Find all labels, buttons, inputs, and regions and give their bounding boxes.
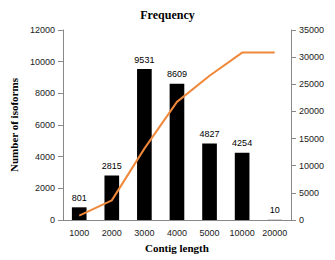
svg-text:10000: 10000 — [30, 57, 55, 67]
svg-text:8000: 8000 — [35, 88, 55, 98]
svg-text:4827: 4827 — [200, 129, 220, 139]
svg-text:6000: 6000 — [35, 120, 55, 130]
svg-text:5000: 5000 — [299, 188, 319, 198]
svg-text:4000: 4000 — [167, 228, 187, 238]
svg-text:35000: 35000 — [299, 25, 324, 35]
svg-text:5000: 5000 — [200, 228, 220, 238]
svg-text:2815: 2815 — [102, 161, 122, 171]
svg-text:8609: 8609 — [167, 69, 187, 79]
svg-text:Frequency: Frequency — [140, 8, 194, 22]
svg-text:10000: 10000 — [230, 228, 255, 238]
svg-text:12000: 12000 — [30, 25, 55, 35]
svg-text:20000: 20000 — [299, 106, 324, 116]
svg-text:2000: 2000 — [102, 228, 122, 238]
svg-text:30000: 30000 — [299, 52, 324, 62]
svg-text:801: 801 — [72, 193, 87, 203]
svg-text:2000: 2000 — [35, 183, 55, 193]
svg-text:0: 0 — [299, 215, 304, 225]
svg-text:20000: 20000 — [262, 228, 287, 238]
svg-text:10: 10 — [270, 205, 280, 215]
svg-text:10000: 10000 — [299, 161, 324, 171]
svg-text:Number of isoforms: Number of isoforms — [8, 77, 20, 172]
svg-text:Contig length: Contig length — [145, 242, 209, 254]
svg-text:4000: 4000 — [35, 152, 55, 162]
svg-text:9531: 9531 — [134, 55, 154, 65]
svg-text:25000: 25000 — [299, 79, 324, 89]
svg-text:4254: 4254 — [232, 138, 252, 148]
svg-text:15000: 15000 — [299, 134, 324, 144]
svg-text:1000: 1000 — [69, 228, 89, 238]
svg-text:3000: 3000 — [134, 228, 154, 238]
svg-text:0: 0 — [50, 215, 55, 225]
